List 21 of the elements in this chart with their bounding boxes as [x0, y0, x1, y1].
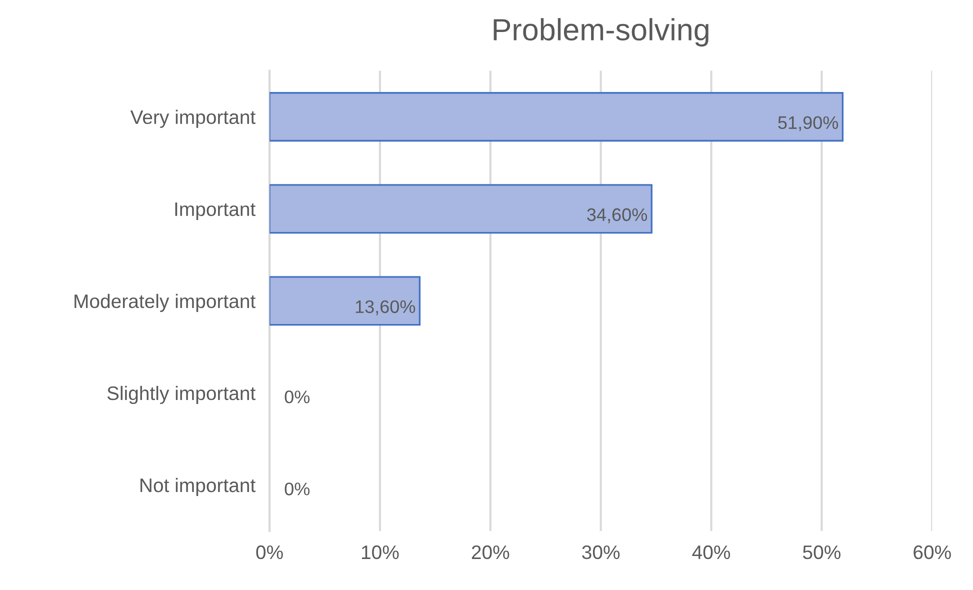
chart-title: Problem-solving: [494, 18, 708, 47]
y-tick-label: Not important: [140, 478, 256, 496]
data-label: 34,60%: [587, 208, 648, 224]
x-tick-label: 20%: [472, 545, 510, 560]
bar: [270, 184, 652, 234]
data-label: 13,60%: [356, 300, 416, 316]
data-label: 0%: [284, 390, 310, 404]
x-tick-label: 0%: [256, 545, 283, 560]
x-tick-label: 50%: [803, 545, 840, 560]
y-tick-label: Very important: [130, 110, 256, 128]
bar: [270, 92, 844, 142]
x-tick-label: 10%: [362, 545, 399, 560]
x-tick-label: 30%: [582, 545, 620, 560]
bar: [270, 276, 421, 326]
y-tick-label: Slightly important: [107, 386, 256, 404]
data-label: 0%: [284, 482, 310, 496]
y-tick-label: Important: [175, 202, 256, 220]
x-tick-label: 60%: [914, 545, 951, 560]
x-tick-label: 40%: [692, 545, 730, 560]
y-tick-label: Moderately important: [74, 294, 256, 312]
data-label: 51,90%: [778, 116, 838, 132]
